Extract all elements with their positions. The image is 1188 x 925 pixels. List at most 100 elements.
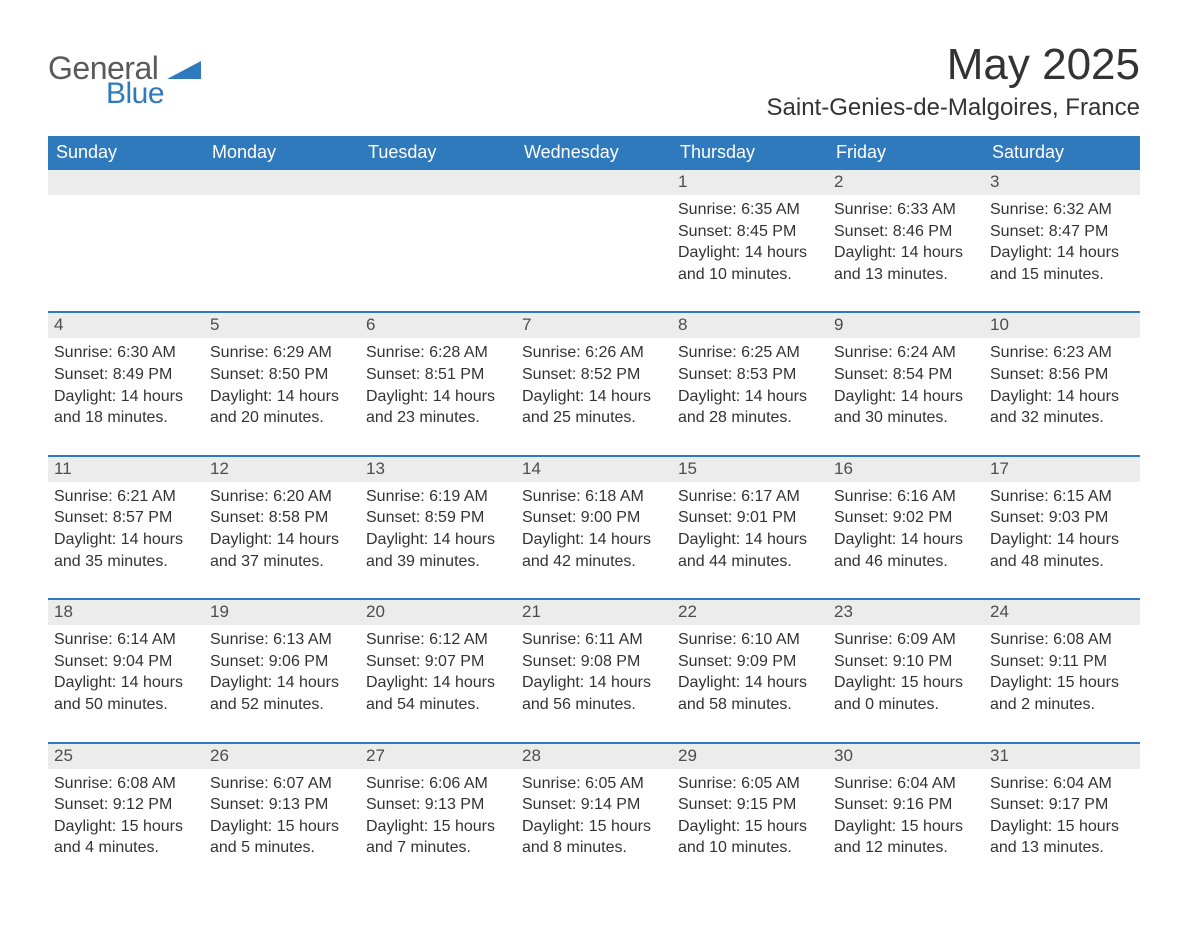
day-number: 25 (48, 744, 204, 769)
sunset-line: Sunset: 9:13 PM (366, 794, 510, 816)
daylight-line-2: and 54 minutes. (366, 694, 510, 716)
daylight-line-1: Daylight: 15 hours (678, 816, 822, 838)
day-details: Sunrise: 6:15 AMSunset: 9:03 PMDaylight:… (986, 486, 1134, 572)
day-cell: 20Sunrise: 6:12 AMSunset: 9:07 PMDayligh… (360, 600, 516, 741)
sunset-line: Sunset: 9:10 PM (834, 651, 978, 673)
day-details: Sunrise: 6:05 AMSunset: 9:14 PMDaylight:… (518, 773, 666, 859)
daylight-line-2: and 23 minutes. (366, 407, 510, 429)
title-block: May 2025 Saint-Genies-de-Malgoires, Fran… (767, 30, 1141, 128)
day-cell (204, 170, 360, 311)
day-number: 7 (516, 313, 672, 338)
weekday-header-cell: Wednesday (516, 136, 672, 170)
day-cell: 19Sunrise: 6:13 AMSunset: 9:06 PMDayligh… (204, 600, 360, 741)
weekday-header-cell: Thursday (672, 136, 828, 170)
day-details: Sunrise: 6:04 AMSunset: 9:16 PMDaylight:… (830, 773, 978, 859)
day-number: 31 (984, 744, 1140, 769)
day-number (516, 170, 672, 195)
sunrise-line: Sunrise: 6:10 AM (678, 629, 822, 651)
daylight-line-2: and 7 minutes. (366, 837, 510, 859)
day-number: 26 (204, 744, 360, 769)
sunrise-line: Sunrise: 6:15 AM (990, 486, 1134, 508)
sunset-line: Sunset: 9:02 PM (834, 507, 978, 529)
day-number: 29 (672, 744, 828, 769)
day-details: Sunrise: 6:28 AMSunset: 8:51 PMDaylight:… (362, 342, 510, 428)
sunrise-line: Sunrise: 6:09 AM (834, 629, 978, 651)
weeks-container: 1Sunrise: 6:35 AMSunset: 8:45 PMDaylight… (48, 170, 1140, 885)
day-cell: 2Sunrise: 6:33 AMSunset: 8:46 PMDaylight… (828, 170, 984, 311)
day-number: 18 (48, 600, 204, 625)
daylight-line-2: and 52 minutes. (210, 694, 354, 716)
weekday-header-cell: Tuesday (360, 136, 516, 170)
day-cell: 6Sunrise: 6:28 AMSunset: 8:51 PMDaylight… (360, 313, 516, 454)
day-number: 3 (984, 170, 1140, 195)
sunset-line: Sunset: 8:59 PM (366, 507, 510, 529)
day-number: 9 (828, 313, 984, 338)
sunrise-line: Sunrise: 6:06 AM (366, 773, 510, 795)
day-number: 10 (984, 313, 1140, 338)
daylight-line-2: and 48 minutes. (990, 551, 1134, 573)
day-number: 14 (516, 457, 672, 482)
sunrise-line: Sunrise: 6:16 AM (834, 486, 978, 508)
day-details: Sunrise: 6:12 AMSunset: 9:07 PMDaylight:… (362, 629, 510, 715)
sunrise-line: Sunrise: 6:04 AM (834, 773, 978, 795)
sunset-line: Sunset: 9:09 PM (678, 651, 822, 673)
sunset-line: Sunset: 8:46 PM (834, 221, 978, 243)
sunrise-line: Sunrise: 6:30 AM (54, 342, 198, 364)
day-number: 22 (672, 600, 828, 625)
day-cell: 11Sunrise: 6:21 AMSunset: 8:57 PMDayligh… (48, 457, 204, 598)
day-cell: 8Sunrise: 6:25 AMSunset: 8:53 PMDaylight… (672, 313, 828, 454)
day-details: Sunrise: 6:30 AMSunset: 8:49 PMDaylight:… (50, 342, 198, 428)
day-cell: 17Sunrise: 6:15 AMSunset: 9:03 PMDayligh… (984, 457, 1140, 598)
day-details: Sunrise: 6:06 AMSunset: 9:13 PMDaylight:… (362, 773, 510, 859)
daylight-line-1: Daylight: 14 hours (54, 386, 198, 408)
day-cell (360, 170, 516, 311)
sunrise-line: Sunrise: 6:08 AM (54, 773, 198, 795)
sunset-line: Sunset: 9:06 PM (210, 651, 354, 673)
day-details: Sunrise: 6:32 AMSunset: 8:47 PMDaylight:… (986, 199, 1134, 285)
day-cell: 25Sunrise: 6:08 AMSunset: 9:12 PMDayligh… (48, 744, 204, 885)
daylight-line-1: Daylight: 15 hours (366, 816, 510, 838)
daylight-line-1: Daylight: 14 hours (834, 529, 978, 551)
daylight-line-2: and 13 minutes. (834, 264, 978, 286)
day-details: Sunrise: 6:26 AMSunset: 8:52 PMDaylight:… (518, 342, 666, 428)
day-cell: 13Sunrise: 6:19 AMSunset: 8:59 PMDayligh… (360, 457, 516, 598)
sunset-line: Sunset: 9:01 PM (678, 507, 822, 529)
sunrise-line: Sunrise: 6:29 AM (210, 342, 354, 364)
day-cell (48, 170, 204, 311)
daylight-line-1: Daylight: 15 hours (54, 816, 198, 838)
daylight-line-1: Daylight: 14 hours (990, 529, 1134, 551)
calendar-page: General Blue May 2025 Saint-Genies-de-Ma… (0, 0, 1188, 925)
daylight-line-2: and 20 minutes. (210, 407, 354, 429)
sunrise-line: Sunrise: 6:17 AM (678, 486, 822, 508)
sunset-line: Sunset: 8:51 PM (366, 364, 510, 386)
sunset-line: Sunset: 8:57 PM (54, 507, 198, 529)
day-number (360, 170, 516, 195)
daylight-line-2: and 46 minutes. (834, 551, 978, 573)
sunrise-line: Sunrise: 6:20 AM (210, 486, 354, 508)
sunset-line: Sunset: 9:07 PM (366, 651, 510, 673)
daylight-line-1: Daylight: 14 hours (990, 242, 1134, 264)
day-number: 23 (828, 600, 984, 625)
day-cell: 27Sunrise: 6:06 AMSunset: 9:13 PMDayligh… (360, 744, 516, 885)
day-cell: 7 Sunrise: 6:26 AMSunset: 8:52 PMDaylight… (516, 313, 672, 454)
weekday-header-row: SundayMondayTuesdayWednesdayThursdayFrid… (48, 136, 1140, 170)
day-number: 8 (672, 313, 828, 338)
week-row: 11Sunrise: 6:21 AMSunset: 8:57 PMDayligh… (48, 455, 1140, 598)
weekday-header-cell: Monday (204, 136, 360, 170)
sunset-line: Sunset: 9:17 PM (990, 794, 1134, 816)
daylight-line-2: and 10 minutes. (678, 837, 822, 859)
sunset-line: Sunset: 9:11 PM (990, 651, 1134, 673)
day-details: Sunrise: 6:24 AMSunset: 8:54 PMDaylight:… (830, 342, 978, 428)
daylight-line-1: Daylight: 14 hours (678, 386, 822, 408)
daylight-line-1: Daylight: 15 hours (210, 816, 354, 838)
day-details: Sunrise: 6:05 AMSunset: 9:15 PMDaylight:… (674, 773, 822, 859)
day-cell: 14Sunrise: 6:18 AMSunset: 9:00 PMDayligh… (516, 457, 672, 598)
day-cell: 23Sunrise: 6:09 AMSunset: 9:10 PMDayligh… (828, 600, 984, 741)
sunset-line: Sunset: 8:45 PM (678, 221, 822, 243)
daylight-line-2: and 32 minutes. (990, 407, 1134, 429)
day-cell: 29 Sunrise: 6:05 AMSunset: 9:15 PMDayligh… (672, 744, 828, 885)
day-number (48, 170, 204, 195)
sunset-line: Sunset: 9:08 PM (522, 651, 666, 673)
day-number: 24 (984, 600, 1140, 625)
daylight-line-2: and 2 minutes. (990, 694, 1134, 716)
